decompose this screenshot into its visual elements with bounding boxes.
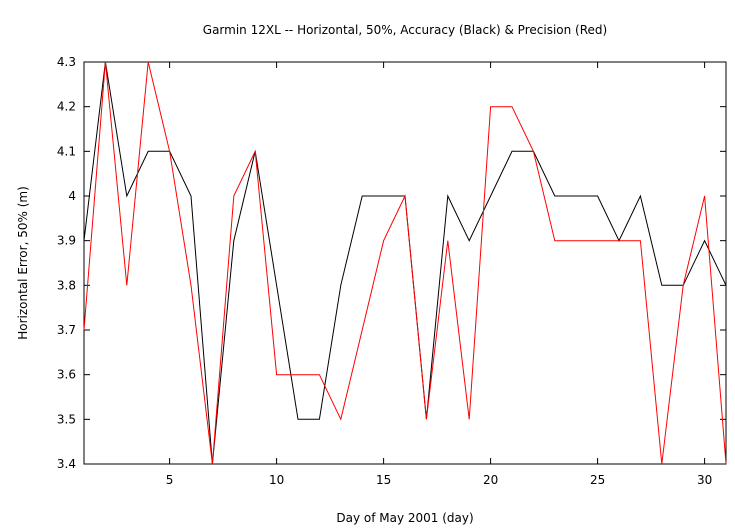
series-lines [83,61,727,465]
y-tick-label: 3.4 [57,457,76,471]
y-tick-label: 4 [68,189,76,203]
plot-frame [83,61,727,465]
y-tick-label: 3.9 [57,234,76,248]
y-axis-label: Horizontal Error, 50% (m) [16,186,30,340]
x-tick-label: 5 [166,473,174,487]
axis-ticks: 3.4 3.5 3.6 3.7 3.8 3.9 4 4.1 4.2 4.3 5 10 15 20 25 30 [57,55,726,487]
y-tick-label: 3.7 [57,323,76,337]
x-tick-label: 30 [697,473,712,487]
x-tick-label: 25 [590,473,605,487]
x-tick-label: 15 [376,473,391,487]
series-line-black [83,61,727,465]
y-tick-label: 4.1 [57,144,76,158]
y-tick-label: 4.2 [57,100,76,114]
x-tick-label: 20 [483,473,498,487]
y-tick-label: 3.5 [57,412,76,426]
y-tick-label: 3.8 [57,278,76,292]
chart-title: Garmin 12XL -- Horizontal, 50%, Accuracy… [203,23,607,37]
x-axis-label: Day of May 2001 (day) [336,511,473,525]
y-tick-label: 3.6 [57,368,76,382]
x-tick-label: 10 [269,473,284,487]
series-line-red [83,61,727,465]
y-tick-label: 4.3 [57,55,76,69]
